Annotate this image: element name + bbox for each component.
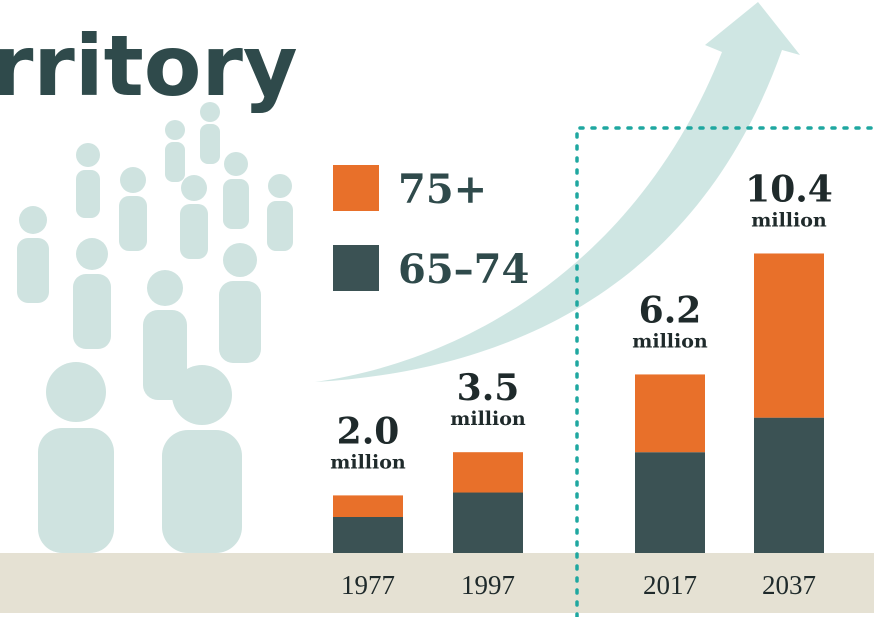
bar-segment — [635, 374, 705, 452]
total-unit: million — [632, 330, 708, 352]
bar-segment — [635, 452, 705, 553]
total-unit: million — [450, 408, 526, 430]
x-tick-label: 2037 — [762, 570, 816, 600]
x-tick-label: 1997 — [461, 570, 515, 600]
ground-strip — [0, 553, 874, 613]
total-unit: million — [751, 209, 827, 231]
legend-label: 75+ — [398, 166, 487, 213]
x-tick-label: 1977 — [341, 570, 395, 600]
legend-label: 65–74 — [398, 246, 529, 293]
infographic: rritory 75+65–74 2.0million19773.5millio… — [0, 0, 874, 617]
bar-segment — [754, 253, 824, 417]
total-unit: million — [330, 451, 406, 473]
growth-arrow — [315, 2, 800, 382]
x-tick-label: 2017 — [643, 570, 697, 600]
bar-segment — [453, 493, 523, 553]
total-label: 3.5 — [457, 367, 520, 409]
title: rritory — [0, 17, 298, 115]
bar-segment — [333, 517, 403, 553]
total-label: 6.2 — [639, 289, 702, 331]
legend: 75+ 65–74 — [333, 165, 529, 293]
total-label: 10.4 — [745, 168, 833, 210]
legend-swatch — [333, 245, 379, 291]
legend-swatch — [333, 165, 379, 211]
bar-segment — [453, 452, 523, 492]
people-illustration — [17, 102, 293, 553]
bar-segment — [754, 418, 824, 553]
bar-segment — [333, 495, 403, 517]
total-label: 2.0 — [337, 410, 400, 452]
plot: 2.0million19773.5million19976.2million20… — [330, 168, 833, 600]
